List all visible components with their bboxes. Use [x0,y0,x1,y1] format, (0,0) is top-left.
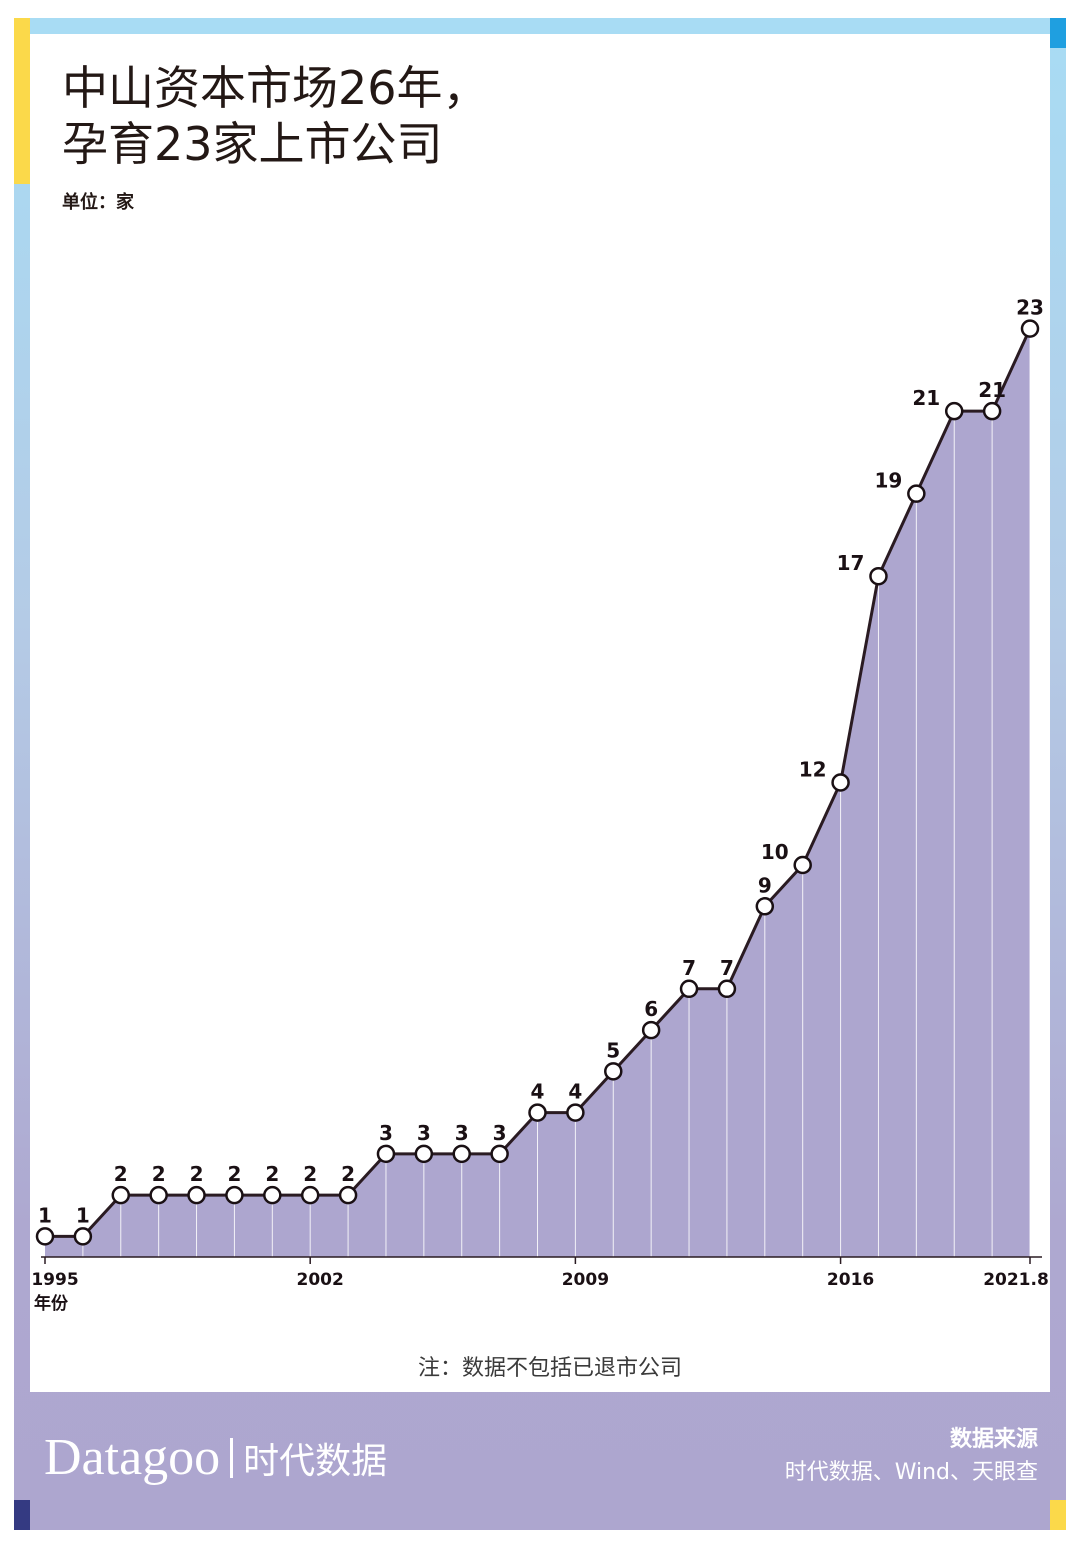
data-label: 2 [341,1162,355,1186]
data-point [982,401,1002,421]
brand-name-cn: 时代数据 [243,1441,388,1482]
source-text: 时代数据、Wind、天眼查 [784,1460,1038,1485]
x-tick-label: 2021.8 [983,1270,1049,1290]
data-point [73,1227,93,1246]
data-label: 9 [758,873,772,897]
data-point [149,1185,168,1205]
data-label: 21 [978,378,1006,402]
data-point [111,1185,131,1205]
data-label: 2 [152,1162,166,1186]
data-point [641,1020,661,1040]
data-label: 7 [720,956,734,980]
data-point [452,1144,471,1164]
data-label: 17 [837,551,865,575]
area-fill [45,328,1030,1257]
data-label: 5 [606,1038,620,1062]
data-point [566,1103,585,1122]
data-label: 10 [761,840,789,864]
data-label: 4 [568,1080,582,1104]
x-tick-label: 2009 [562,1270,609,1290]
data-point [338,1185,358,1205]
brand-divider [230,1438,234,1478]
data-point [414,1144,434,1164]
data-point [225,1185,244,1205]
data-point [793,855,812,875]
accent-bar-yellow-bottom-right [1050,1500,1066,1530]
data-label: 12 [799,758,827,782]
accent-bar-yellow-top-left [14,18,30,184]
data-point [944,401,964,421]
data-label: 2 [114,1162,128,1186]
data-label: 6 [644,997,658,1021]
data-label: 1 [38,1203,52,1227]
title-line-2: 孕育23家上市公司 [62,117,443,171]
data-point [1020,319,1040,338]
data-point [907,484,926,503]
data-label: 3 [379,1121,393,1145]
data-label: 3 [455,1121,469,1145]
data-label: 2 [303,1162,317,1186]
x-tick-label: 2002 [297,1270,344,1290]
data-source: 数据来源 时代数据、Wind、天眼查 [785,1424,1038,1490]
data-point [300,1185,320,1205]
footnote: 注：数据不包括已退市公司 [417,1356,682,1381]
data-point [831,773,850,792]
x-tick-label: 1995 [31,1270,78,1290]
data-point [869,566,888,586]
data-label: 23 [1016,296,1044,320]
data-label: 4 [531,1080,545,1104]
data-point [755,897,775,916]
page-title: 中山资本市场26年， 孕育23家上市公司 [62,60,489,172]
data-label: 3 [417,1121,431,1145]
data-label: 2 [190,1162,204,1186]
data-label: 3 [493,1121,507,1145]
data-point [490,1144,509,1164]
accent-bar-navy-bottom-left [14,1500,30,1530]
data-point [717,979,737,999]
data-point [35,1227,55,1246]
x-tick-label: 2016 [827,1270,874,1290]
source-label: 数据来源 [949,1427,1038,1452]
data-label: 19 [875,469,903,493]
data-label: 7 [682,956,696,980]
data-point [604,1062,623,1081]
brand-logo: Datagoo 时代数据 [44,1428,387,1488]
title-line-1: 中山资本市场26年， [62,61,489,115]
data-point [263,1185,282,1205]
data-point [679,979,699,999]
unit-label: 单位：家 [62,192,134,213]
data-label: 21 [912,386,940,410]
data-point [187,1185,206,1205]
data-label: 2 [265,1162,279,1186]
brand-name-en: Datagoo [44,1429,221,1486]
data-label: 2 [227,1162,241,1186]
data-label: 1 [76,1203,90,1227]
x-axis-label: 年份 [34,1293,69,1314]
accent-bar-blue-top-right [1050,18,1066,48]
data-point [376,1144,396,1164]
data-point [528,1103,547,1122]
